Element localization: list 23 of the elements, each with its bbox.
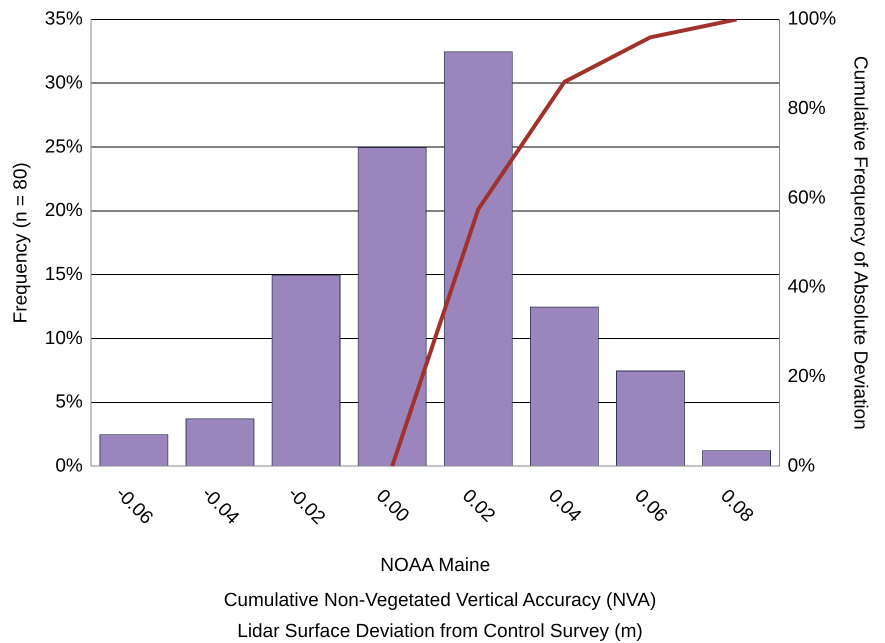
y2-tick-label: 20% (788, 366, 826, 388)
y2-tick-label: 40% (788, 276, 826, 298)
y-tick-label: 5% (55, 392, 83, 413)
x-tick-label: 0.04 (544, 486, 586, 527)
y-tick-label: 15% (44, 264, 83, 285)
y-tick-label: 0% (55, 455, 83, 476)
y-axis-title: Frequency (n = 80) (10, 162, 32, 324)
text: Lidar Surface Deviation from Control Survey (m) (237, 621, 643, 642)
y2-tick-label: 100% (788, 8, 836, 30)
x-tick-label: 0.06 (630, 486, 672, 527)
y2-tick-label: 80% (788, 98, 826, 119)
y2-axis-title: Cumulative Frequency of Absolute Deviation (849, 56, 870, 430)
y-tick-label: 35% (44, 8, 83, 30)
text: Cumulative Non-Vegetated Vertical Accuracy (NVA) (224, 590, 656, 611)
y2-tick-label: 0% (788, 455, 816, 476)
x-axis-title: NOAA Maine (380, 554, 490, 576)
y-tick-label: 30% (44, 72, 83, 94)
x-tick-label: 0.08 (716, 486, 758, 527)
y-tick-label: 20% (44, 200, 83, 222)
x-tick-label: 0.00 (372, 486, 413, 527)
y-tick-label: 25% (44, 136, 83, 158)
y-tick-label: 10% (44, 328, 83, 349)
y2-tick-label: 60% (788, 187, 826, 208)
